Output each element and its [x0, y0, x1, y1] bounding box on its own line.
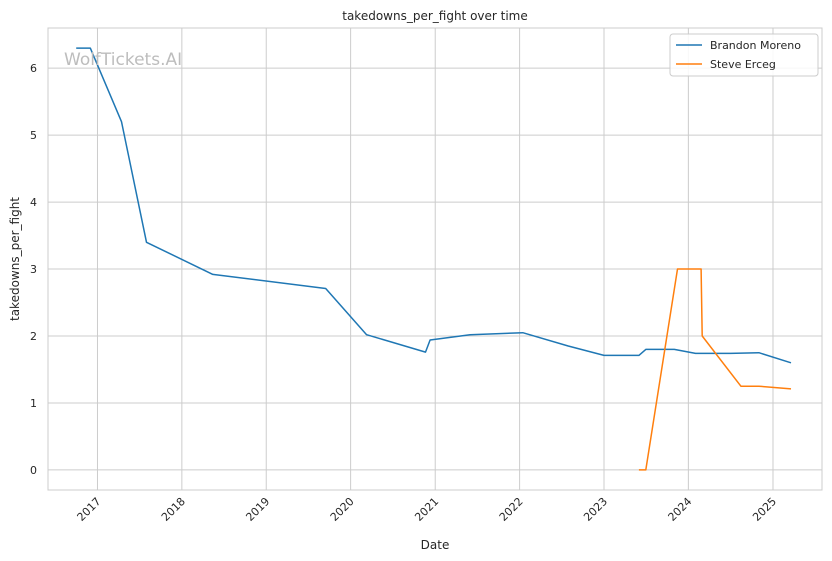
y-axis-title: takedowns_per_fight	[8, 197, 22, 321]
y-tick-label: 4	[30, 196, 37, 209]
x-axis-ticks: 2017 2018 2019 2020 2021 2022 2023 2024 2025	[75, 495, 780, 524]
y-tick-label: 0	[30, 464, 37, 477]
y-tick-label: 3	[30, 263, 37, 276]
watermark: WolfTickets.AI	[64, 50, 182, 70]
y-tick-label: 5	[30, 129, 37, 142]
x-tick-label: 2019	[243, 495, 272, 524]
x-tick-label: 2023	[581, 495, 610, 524]
series-line-2	[638, 268, 792, 471]
x-tick-label: 2025	[750, 495, 779, 524]
y-tick-label: 1	[30, 397, 37, 410]
grid	[48, 28, 822, 490]
y-tick-label: 6	[30, 62, 37, 75]
series-layer	[76, 47, 792, 471]
x-tick-label: 2021	[412, 495, 441, 524]
legend: Brandon Moreno Steve Erceg	[669, 33, 819, 77]
chart-title: takedowns_per_fight over time	[342, 9, 528, 23]
y-tick-label: 2	[30, 330, 37, 343]
series-line-1	[76, 47, 792, 364]
x-tick-label: 2017	[75, 495, 104, 524]
x-tick-label: 2018	[159, 495, 188, 524]
x-tick-label: 2020	[328, 495, 357, 524]
legend-label: Steve Erceg	[710, 58, 776, 71]
legend-label: Brandon Moreno	[710, 39, 801, 52]
x-axis-title: Date	[421, 538, 450, 552]
y-axis-ticks: 0 1 2 3 4 5 6	[30, 62, 37, 477]
x-tick-label: 2024	[666, 495, 695, 524]
x-tick-label: 2022	[497, 495, 526, 524]
legend-box	[669, 33, 819, 77]
